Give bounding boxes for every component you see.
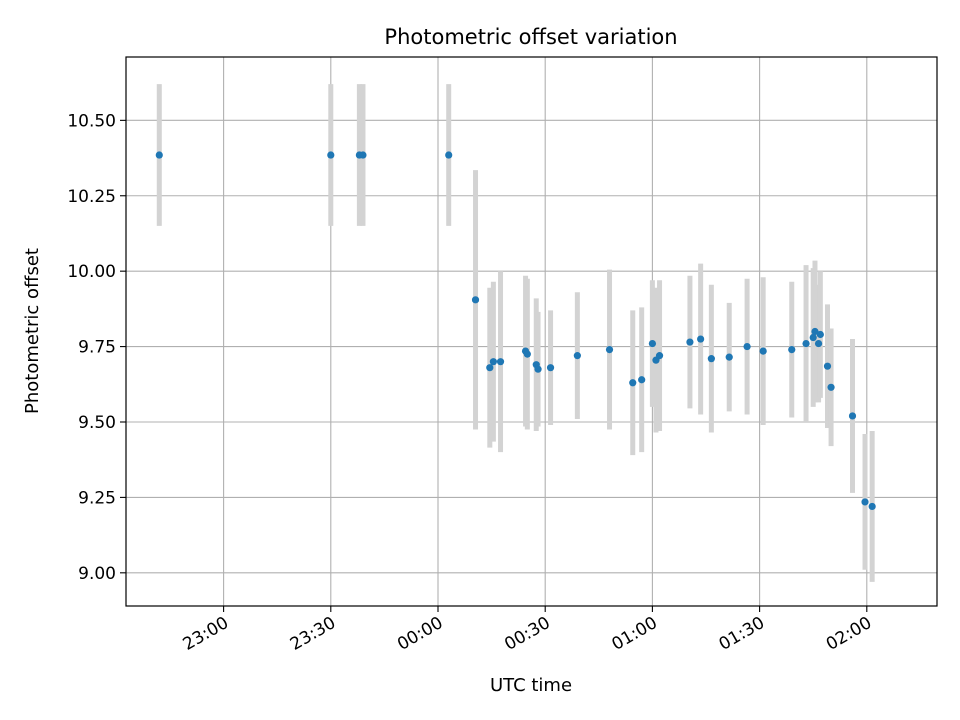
y-tick-label: 9.25 (78, 488, 116, 508)
data-point (605, 345, 614, 354)
data-point (638, 376, 646, 384)
data-point (471, 296, 480, 304)
data-point (814, 339, 823, 348)
y-tick-label: 9.50 (78, 413, 116, 433)
data-point (155, 151, 163, 159)
data-point (686, 338, 694, 346)
data-point (655, 352, 664, 360)
data-point (486, 364, 494, 372)
y-axis-title: Photometric offset (22, 248, 43, 414)
y-tick-label: 10.50 (67, 111, 116, 131)
data-point (809, 333, 817, 342)
data-point (327, 151, 335, 159)
data-point (496, 358, 505, 366)
data-point (827, 383, 835, 391)
data-point (489, 358, 497, 366)
data-point (823, 362, 832, 370)
data-point (816, 330, 824, 339)
data-point (534, 365, 542, 373)
data-point (445, 151, 453, 159)
y-tick-label: 10.00 (67, 262, 116, 282)
data-point (359, 151, 367, 159)
y-tick-label: 9.75 (78, 338, 116, 358)
data-point (629, 379, 637, 387)
data-point (707, 355, 715, 363)
y-tick-label: 9.00 (78, 564, 116, 584)
data-point (523, 350, 531, 358)
y-axis-ticks: 9.00 9.25 9.50 9.75 10.00 10.25 10.50 (67, 111, 126, 584)
grid (126, 57, 937, 606)
data-points (155, 151, 876, 511)
data-point (759, 347, 767, 355)
data-point (788, 345, 796, 354)
data-point (868, 502, 876, 511)
chart-title: Photometric offset variation (384, 25, 677, 49)
data-point (573, 352, 581, 360)
data-point (861, 498, 869, 506)
data-point (697, 335, 705, 343)
data-point (743, 342, 751, 351)
data-point (546, 364, 555, 372)
x-axis-title: UTC time (490, 675, 572, 696)
data-point (811, 327, 819, 336)
data-point (802, 339, 810, 348)
data-point (848, 412, 857, 420)
y-tick-label: 10.25 (67, 187, 116, 207)
plot-frame (125, 56, 938, 607)
data-point (648, 339, 657, 348)
data-point (725, 353, 733, 361)
